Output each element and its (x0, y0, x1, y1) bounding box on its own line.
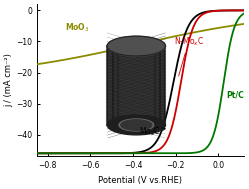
Text: MoO$_3$: MoO$_3$ (65, 22, 89, 34)
Text: N-Mo$_x$C: N-Mo$_x$C (174, 36, 204, 76)
Y-axis label: j / (mA cm⁻²): j / (mA cm⁻²) (4, 53, 13, 107)
Text: Mo$_2$C: Mo$_2$C (139, 126, 165, 138)
Text: Pt/C: Pt/C (226, 90, 244, 99)
X-axis label: Potential (V vs.RHE): Potential (V vs.RHE) (98, 176, 183, 185)
